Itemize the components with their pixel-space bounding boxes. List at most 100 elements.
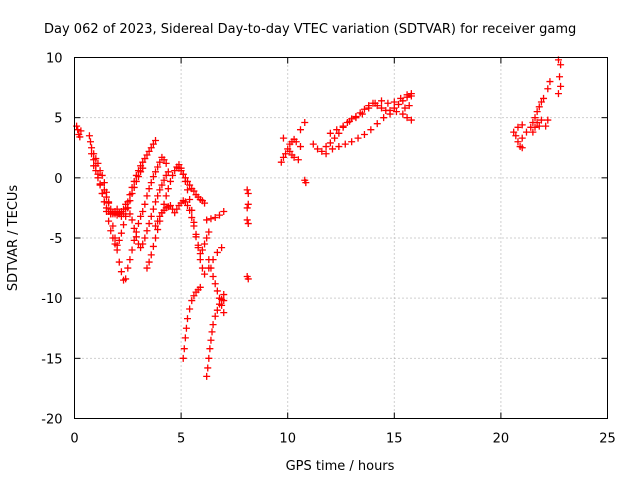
data-point [162, 192, 170, 200]
data-point [100, 186, 108, 194]
x-tick-label: 15 [386, 432, 403, 447]
data-point [192, 233, 200, 241]
data-point [109, 234, 117, 242]
data-point [90, 162, 98, 170]
series-track-r [510, 56, 565, 152]
data-point [149, 173, 157, 181]
data-point [386, 110, 394, 118]
data-point [141, 155, 149, 163]
data-point [213, 287, 221, 295]
x-tick-label: 5 [177, 432, 185, 447]
data-point [537, 98, 545, 106]
data-point [152, 222, 160, 230]
data-point [546, 78, 554, 86]
data-point [115, 236, 123, 244]
data-point [205, 228, 213, 236]
data-point [352, 114, 360, 122]
data-point [183, 177, 191, 185]
data-point [207, 336, 215, 344]
data-point [147, 251, 155, 259]
series-track-l [203, 208, 228, 272]
data-point [100, 179, 108, 187]
series-track-g [152, 197, 209, 278]
data-point [542, 122, 550, 130]
series-track-o [309, 92, 415, 155]
data-point [143, 151, 151, 159]
data-point [107, 227, 115, 235]
data-point [160, 200, 168, 208]
data-point [282, 150, 290, 158]
data-point [395, 100, 403, 108]
data-point [380, 114, 388, 122]
series-track-d [90, 162, 147, 249]
data-point [183, 202, 191, 210]
data-point [181, 198, 189, 206]
data-point [518, 144, 526, 152]
data-point [209, 256, 217, 264]
series-track-p [326, 90, 415, 137]
data-point [152, 234, 160, 242]
data-point [198, 264, 206, 272]
data-point [147, 144, 155, 152]
y-tick-label: -10 [41, 292, 62, 307]
x-tick-label: 25 [599, 432, 616, 447]
data-point [179, 354, 187, 362]
data-point [243, 204, 251, 212]
data-point [326, 139, 334, 147]
data-point [152, 168, 160, 176]
data-point [331, 134, 339, 142]
data-point [335, 143, 343, 151]
data-point [132, 233, 140, 241]
data-point [544, 85, 552, 93]
data-point [180, 345, 188, 353]
data-point [74, 126, 82, 134]
data-point [76, 133, 84, 141]
data-point [173, 205, 181, 213]
data-point [145, 147, 153, 155]
data-point [145, 258, 153, 266]
data-point [208, 328, 216, 336]
data-point [143, 192, 151, 200]
data-point [85, 132, 93, 140]
data-point [220, 297, 228, 305]
data-point [166, 202, 174, 210]
data-point [360, 105, 368, 113]
data-point [220, 208, 228, 216]
data-point [115, 258, 123, 266]
data-points [73, 56, 565, 380]
data-point [171, 209, 179, 217]
data-point [186, 305, 194, 313]
data-point [201, 240, 209, 248]
data-point [100, 198, 108, 206]
data-point [211, 280, 219, 288]
data-point [556, 73, 564, 81]
grid-lines [74, 57, 608, 419]
data-point [92, 167, 100, 175]
data-point [139, 164, 147, 172]
data-point [154, 192, 162, 200]
data-point [196, 283, 204, 291]
data-point [407, 116, 415, 124]
data-point [397, 94, 405, 102]
data-point [205, 264, 213, 272]
data-point [96, 181, 104, 189]
data-point [120, 205, 128, 213]
data-point [130, 224, 138, 232]
data-point [292, 138, 300, 146]
y-tick-label: 5 [54, 112, 62, 127]
data-point [378, 97, 386, 105]
data-point [201, 199, 209, 207]
data-point [190, 222, 198, 230]
data-point [105, 217, 113, 225]
series-track-q [322, 102, 415, 158]
data-point [196, 256, 204, 264]
data-point [186, 181, 194, 189]
data-point [279, 153, 287, 161]
data-point [145, 185, 153, 193]
data-point [294, 156, 302, 164]
data-point [169, 171, 177, 179]
data-point [537, 116, 545, 124]
data-point [544, 116, 552, 124]
data-point [301, 118, 309, 126]
series-track-b [85, 132, 170, 284]
